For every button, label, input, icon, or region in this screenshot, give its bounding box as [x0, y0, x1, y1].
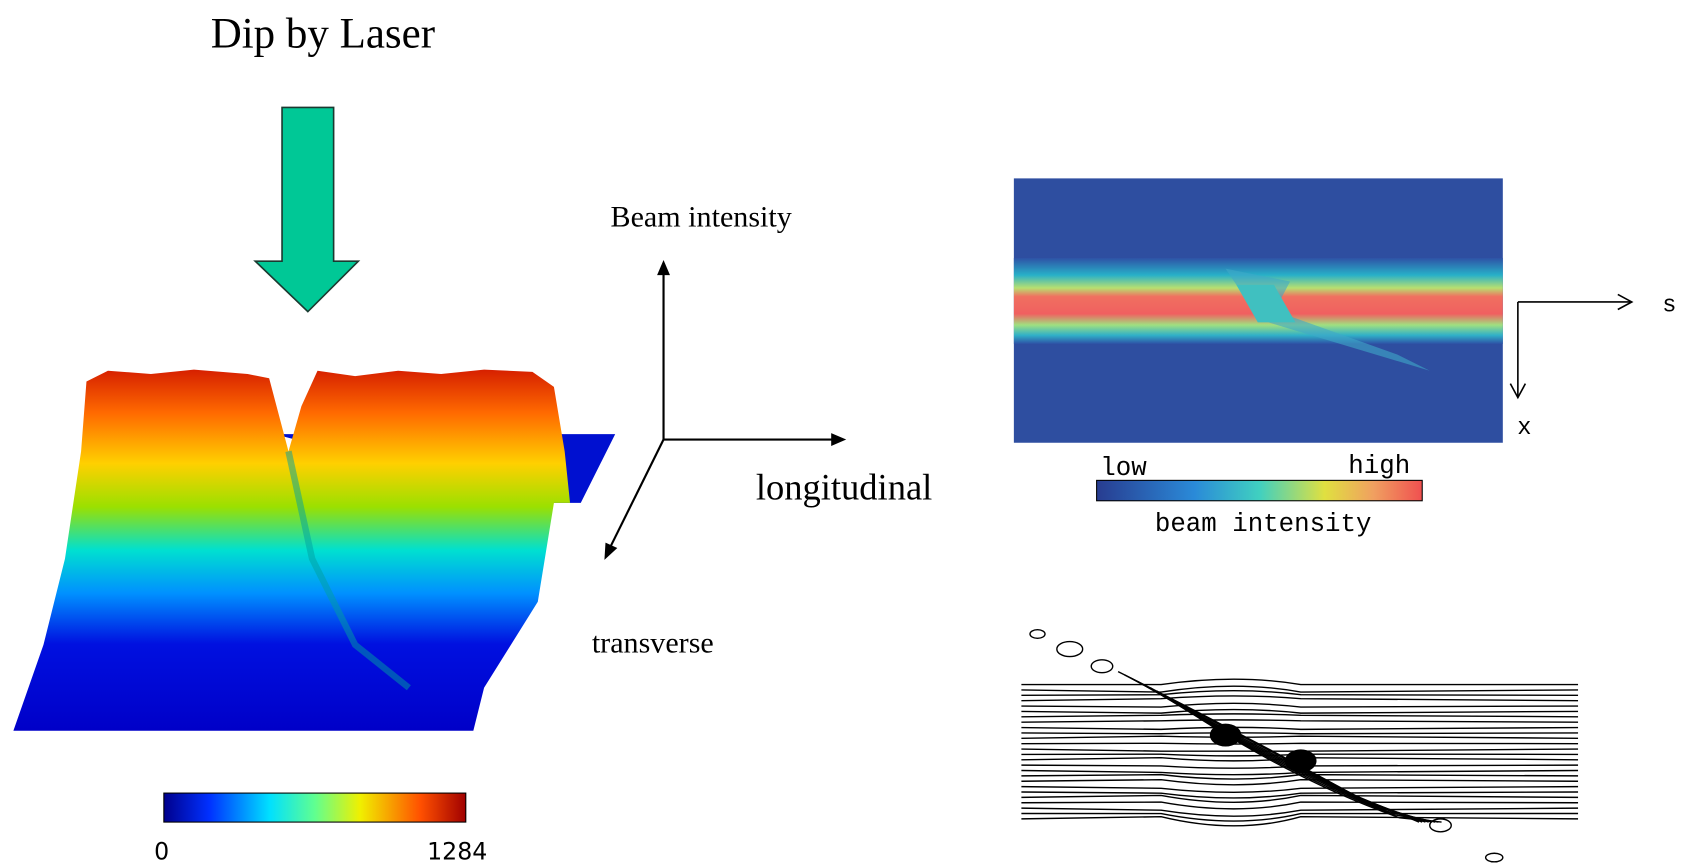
contour-line — [1021, 714, 1578, 717]
contour-line — [1021, 802, 1578, 809]
contour-line — [1021, 743, 1578, 744]
heatmap-axes — [1510, 294, 1631, 397]
contour-line — [1021, 696, 1578, 701]
intensity-caption: beam intensity — [1155, 510, 1372, 539]
contour-core — [1211, 724, 1241, 745]
contour-line — [1021, 720, 1578, 722]
contour-line — [1021, 780, 1578, 785]
contour-line — [1021, 710, 1578, 714]
intensity-bar — [1097, 480, 1423, 500]
contour-line — [1021, 686, 1578, 692]
contour-plot — [1021, 630, 1578, 862]
contour-line — [1021, 808, 1578, 816]
arrowhead — [604, 543, 617, 560]
slide: Dip by Laser 0 1284 Beam intensity longi… — [0, 0, 1686, 864]
low-label: low — [1100, 454, 1147, 483]
axis-label-vertical: Beam intensity — [611, 200, 792, 234]
contour-line — [1021, 787, 1578, 793]
high-label: high — [1348, 452, 1410, 481]
contour-line — [1021, 733, 1578, 734]
x-label: x — [1517, 415, 1531, 442]
s-label: s — [1662, 293, 1676, 320]
laser-arrow — [255, 107, 358, 311]
contour-line — [1021, 703, 1578, 707]
contour-line — [1021, 795, 1578, 802]
contour-core — [1286, 750, 1316, 771]
contour-line — [1021, 679, 1578, 684]
title: Dip by Laser — [211, 10, 435, 57]
axis-label-transverse: transverse — [592, 625, 714, 659]
arrowhead — [657, 260, 670, 275]
axis-label-longitudinal: longitudinal — [756, 467, 932, 508]
page: Dip by Laser 0 1284 Beam intensity longi… — [0, 0, 1686, 864]
colorbar — [164, 793, 466, 822]
surface — [13, 370, 570, 731]
arrowhead — [831, 433, 846, 446]
contour-line — [1021, 817, 1578, 826]
contour-line — [1021, 727, 1578, 729]
axes — [609, 269, 837, 551]
colorbar-max: 1284 — [427, 838, 487, 864]
contour-line — [1021, 736, 1578, 738]
colorbar-min: 0 — [154, 838, 169, 864]
